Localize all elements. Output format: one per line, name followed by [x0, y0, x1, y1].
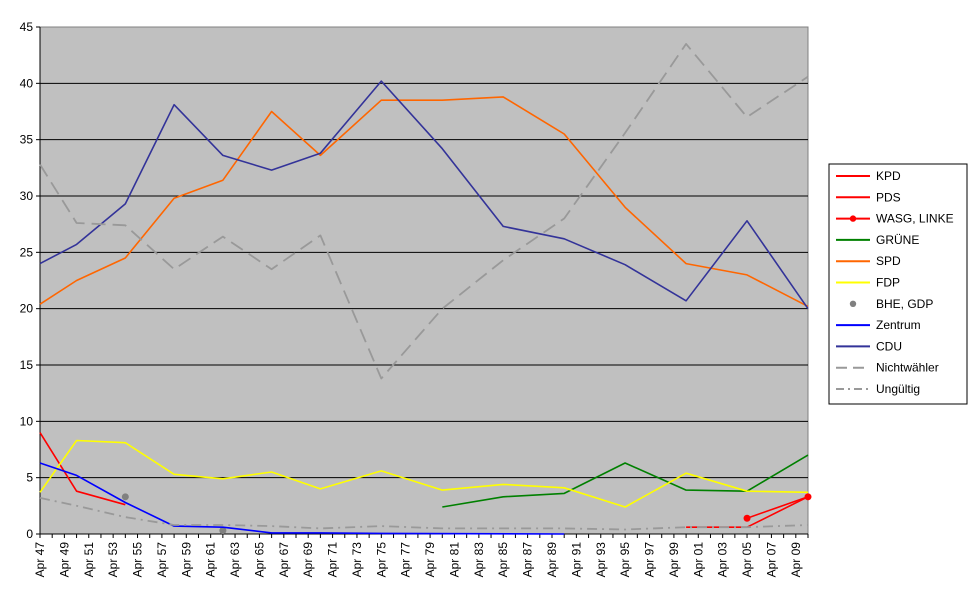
- x-tick-label: Apr 91: [569, 542, 583, 578]
- x-tick-label: Apr 61: [204, 542, 218, 578]
- series-line-nichtwaehler: [39, 43, 809, 380]
- y-tick-label: 5: [26, 471, 33, 485]
- series-nichtwaehler: [39, 43, 809, 380]
- legend-label: KPD: [876, 169, 901, 183]
- x-tick-label: Apr 63: [228, 542, 242, 578]
- legend-item-cdu: CDU: [836, 339, 902, 353]
- grid-lines: [40, 82, 808, 479]
- y-tick-label: 10: [20, 414, 34, 428]
- series-layer: [39, 43, 812, 535]
- legend-label: Zentrum: [876, 318, 921, 332]
- legend-label: CDU: [876, 339, 902, 353]
- series-kpd: [39, 432, 126, 506]
- x-tick-label: Apr 97: [643, 542, 657, 578]
- x-tick-label: Apr 93: [594, 542, 608, 578]
- x-tick-label: Apr 07: [764, 542, 778, 578]
- x-tick-label: Apr 65: [252, 542, 266, 578]
- legend-item-ungueltig: Ungültig: [836, 382, 920, 396]
- x-tick-label: Apr 57: [155, 542, 169, 578]
- x-tick-label: Apr 89: [545, 542, 559, 578]
- y-tick-label: 0: [26, 527, 33, 541]
- series-ungueltig: [39, 497, 809, 531]
- x-tick-label: Apr 99: [667, 542, 681, 578]
- series-line-cdu: [39, 80, 809, 310]
- legend-label: BHE, GDP: [876, 297, 933, 311]
- x-tick-label: Apr 01: [691, 542, 705, 578]
- x-tick-label: Apr 49: [57, 542, 71, 578]
- x-tick-label: Apr 55: [131, 542, 145, 578]
- legend-item-spd: SPD: [836, 254, 901, 268]
- x-tick-label: Apr 87: [521, 542, 535, 578]
- legend-label: PDS: [876, 190, 901, 204]
- y-tick-label: 30: [20, 189, 34, 203]
- x-tick-label: Apr 75: [374, 542, 388, 578]
- x-tick-label: Apr 77: [399, 542, 413, 578]
- y-tick-label: 25: [20, 245, 34, 259]
- series-cdu: [39, 80, 809, 310]
- legend-item-gruene: GRÜNE: [836, 233, 919, 247]
- y-tick-label: 35: [20, 133, 34, 147]
- x-tick-label: Apr 67: [277, 542, 291, 578]
- x-tick-label: Apr 53: [106, 542, 120, 578]
- legend-item-fdp: FDP: [836, 276, 900, 290]
- series-line-spd: [39, 96, 809, 308]
- legend-label: SPD: [876, 254, 901, 268]
- legend-box: [828, 163, 968, 405]
- data-point: [219, 527, 227, 535]
- x-tick-label: Apr 71: [326, 542, 340, 578]
- data-point: [743, 514, 751, 522]
- series-line-fdp: [39, 439, 809, 508]
- x-tick-label: Apr 85: [496, 542, 510, 578]
- series-fdp: [39, 439, 809, 508]
- series-line-ungueltig: [39, 497, 809, 531]
- x-tick-label: Apr 59: [179, 542, 193, 578]
- series-spd: [39, 96, 809, 308]
- legend-label: FDP: [876, 276, 900, 290]
- y-tick-label: 45: [20, 20, 34, 34]
- x-tick-label: Apr 51: [82, 542, 96, 578]
- x-tick-label: Apr 03: [716, 542, 730, 578]
- legend-label: GRÜNE: [876, 233, 919, 247]
- series-line-wasg-linke: [746, 496, 809, 519]
- legend-item-nichtwaehler: Nichtwähler: [836, 361, 939, 375]
- series-line-zentrum: [39, 462, 565, 535]
- legend-label: Nichtwähler: [876, 361, 939, 375]
- plot-area: [39, 26, 809, 535]
- x-tick-label: Apr 47: [33, 542, 47, 578]
- data-point: [121, 493, 129, 501]
- x-tick-label: Apr 73: [350, 542, 364, 578]
- legend-label: Ungültig: [876, 382, 920, 396]
- legend-item-pds: PDS: [836, 190, 901, 204]
- x-tick-label: Apr 09: [789, 542, 803, 578]
- x-axis: Apr 47 Apr 49 Apr 51 Apr 53 Apr 55 Apr 57 Apr …: [33, 533, 809, 578]
- legend-item-wasg-linke: WASG, LINKE: [836, 212, 954, 226]
- y-tick-label: 15: [20, 358, 34, 372]
- legend-label: WASG, LINKE: [876, 212, 954, 226]
- x-tick-label: Apr 95: [618, 542, 632, 578]
- legend: KPD PDS WASG, LINKE GRÜNE SPD FDP BHE, GDP Zent…: [828, 163, 968, 405]
- data-point: [804, 493, 812, 501]
- series-wasg-linke: [743, 493, 812, 522]
- x-tick-label: Apr 81: [447, 542, 461, 578]
- x-tick-label: Apr 69: [301, 542, 315, 578]
- x-tick-label: Apr 05: [740, 542, 754, 578]
- y-axis: 0 5 10 15 20 25 30 35 40 45: [20, 20, 41, 541]
- legend-item-bhe-gdp: BHE, GDP: [849, 297, 933, 311]
- legend-item-zentrum: Zentrum: [836, 318, 921, 332]
- x-tick-label: Apr 83: [472, 542, 486, 578]
- legend-marker: [849, 300, 857, 307]
- y-tick-label: 40: [20, 76, 34, 90]
- x-tick-label: Apr 79: [423, 542, 437, 578]
- series-line-kpd: [39, 432, 126, 506]
- legend-marker: [849, 215, 857, 222]
- series-zentrum: [39, 462, 565, 535]
- legend-item-kpd: KPD: [836, 169, 901, 183]
- y-tick-label: 20: [20, 302, 34, 316]
- series-bhe-gdp: [121, 493, 227, 535]
